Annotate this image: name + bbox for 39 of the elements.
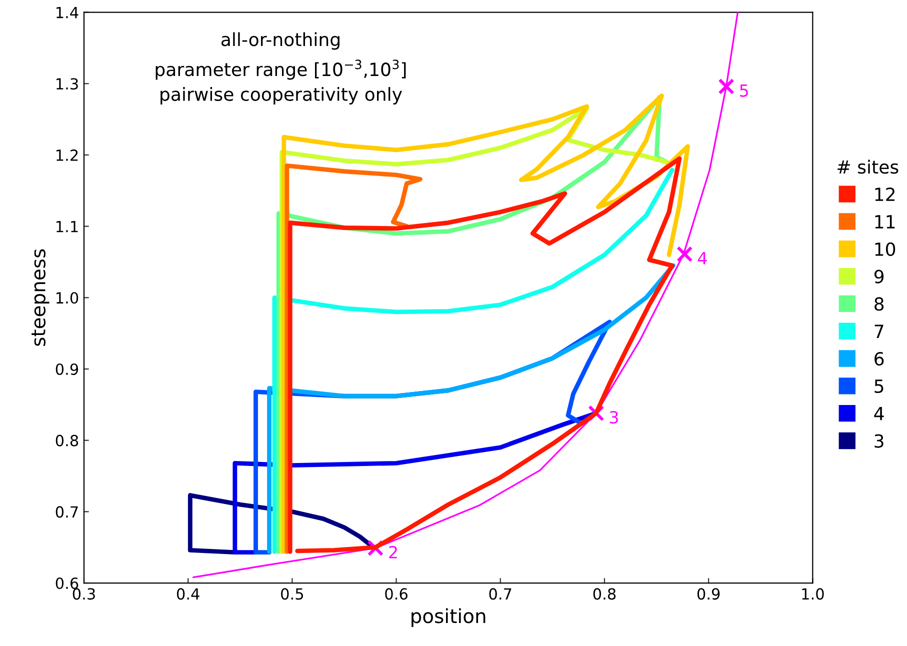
annotation: 2 (389, 546, 397, 558)
y-tick-label: 0.7 (56, 506, 78, 518)
y-tick-label: 1.2 (56, 149, 78, 161)
legend-label: 12 (875, 188, 894, 201)
x-tick-label: 0.9 (697, 588, 720, 600)
x-axis-title: position (412, 608, 486, 628)
annotation: 5 (740, 84, 748, 97)
annotation: all-or-nothing (221, 32, 340, 50)
legend-label: 7 (874, 324, 884, 338)
x-tick-label: 0.4 (176, 588, 200, 600)
legend-label: 4 (874, 407, 884, 420)
x-tick-label: 0.6 (385, 588, 408, 600)
y-tick-label: 1.4 (56, 6, 78, 18)
x-tick-label: 0.8 (593, 588, 616, 600)
annotation: 3 (610, 411, 618, 424)
legend-label: 3 (874, 434, 884, 448)
legend-label: 8 (874, 297, 884, 311)
x-tick-label: 1.0 (802, 588, 824, 600)
y-axis-title: steepness (32, 249, 50, 346)
y-tick-label: 1.3 (56, 78, 78, 90)
legend-label: 5 (874, 380, 884, 394)
y-tick-label: 0.8 (56, 434, 78, 446)
x-tick-label: 0.7 (489, 588, 512, 600)
x-tick-label: 0.3 (72, 588, 95, 600)
y-tick-label: 1.0 (56, 292, 78, 304)
legend-label: 6 (874, 352, 884, 366)
x-tick-label: 0.5 (281, 588, 303, 600)
legend-label: 9 (874, 270, 884, 284)
legend-label: 11 (875, 215, 895, 228)
point (718, 78, 734, 95)
point (676, 246, 693, 262)
annotation: parameter range [10$^{−3}$,10$^{3}$] (156, 60, 406, 80)
annotation: pairwise cooperativity only (160, 87, 402, 105)
y-tick-label: 1.1 (56, 220, 78, 232)
y-tick-label: 0.9 (56, 363, 78, 376)
legend-title: # sites (838, 160, 898, 174)
y-tick-label: 0.6 (56, 577, 78, 590)
annotation: 4 (698, 252, 707, 264)
legend-label: 10 (875, 242, 896, 256)
